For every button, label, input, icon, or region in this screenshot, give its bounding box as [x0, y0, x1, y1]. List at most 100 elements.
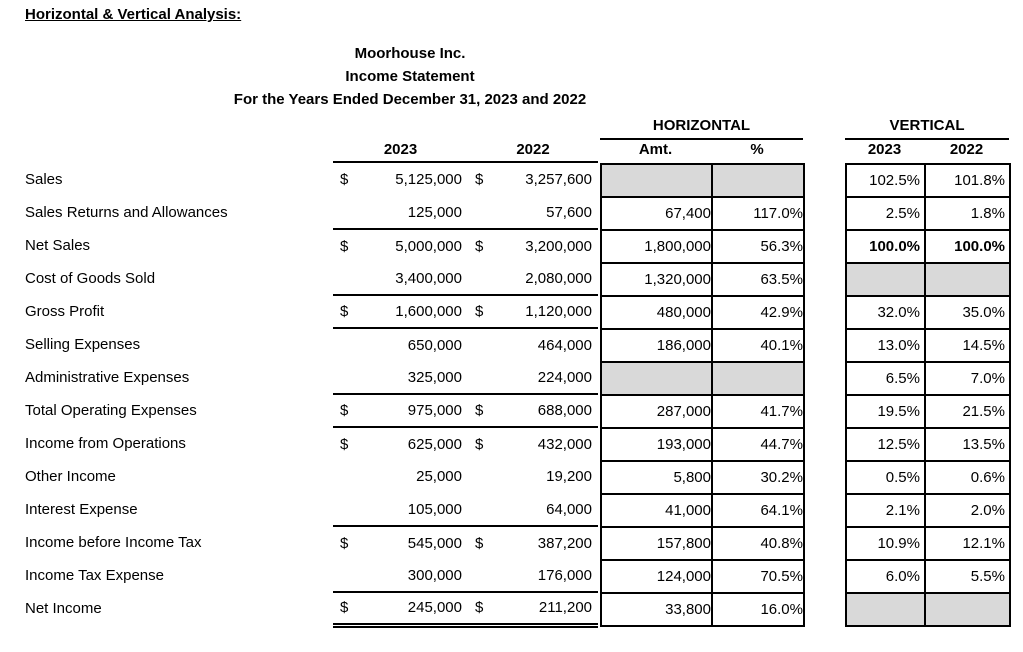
horizontal-section-header: HORIZONTAL — [600, 117, 803, 140]
horizontal-pct-cell-shaded — [711, 361, 805, 396]
column-header-horizontal-pct: % — [750, 141, 764, 158]
statement-row: Net Sales $5,000,000 $3,200,000 — [25, 229, 598, 262]
vertical-2022-cell: 5.5% — [924, 559, 1011, 594]
currency-symbol: $ — [475, 402, 484, 419]
horizontal-amt-cell-shaded — [600, 163, 713, 198]
vertical-analysis-row: 6.5% 7.0% — [845, 361, 1011, 396]
amount-value: 464,000 — [537, 336, 592, 354]
horizontal-amt-cell: 157,800 — [600, 526, 713, 561]
column-header-vertical-2022: 2022 — [949, 141, 984, 158]
row-label: Net Income — [25, 600, 102, 617]
vertical-2022-cell: 14.5% — [924, 328, 1011, 363]
horizontal-analysis-row — [600, 361, 805, 396]
horizontal-analysis-row: 287,000 41.7% — [600, 394, 805, 429]
main-header-underline — [333, 161, 598, 163]
row-label: Total Operating Expenses — [25, 402, 197, 419]
vertical-2023-cell-shaded — [845, 592, 926, 627]
horizontal-amt-cell: 41,000 — [600, 493, 713, 528]
row-label: Interest Expense — [25, 501, 138, 518]
vertical-analysis-row: 19.5% 21.5% — [845, 394, 1011, 429]
vertical-2022-cell: 7.0% — [924, 361, 1011, 396]
row-label: Cost of Goods Sold — [25, 270, 156, 287]
statement-row: Other Income 25,000 19,200 — [25, 460, 598, 493]
horizontal-amt-cell: 33,800 — [600, 592, 713, 627]
statement-row: Selling Expenses 650,000 464,000 — [25, 328, 598, 361]
amount-cell: $5,125,000 — [333, 163, 468, 196]
amount-cell: $975,000 — [333, 394, 468, 428]
horizontal-pct-cell: 44.7% — [711, 427, 805, 462]
horizontal-amt-cell: 124,000 — [600, 559, 713, 594]
row-label: Net Sales — [25, 237, 91, 254]
row-label: Sales — [25, 171, 63, 188]
amount-cell: $211,200 — [468, 592, 598, 628]
vertical-analysis-row: 2.5% 1.8% — [845, 196, 1011, 231]
horizontal-analysis-row: 193,000 44.7% — [600, 427, 805, 462]
vertical-2022-cell: 0.6% — [924, 460, 1011, 495]
horizontal-pct-cell: 40.1% — [711, 328, 805, 363]
vertical-2023-cell: 10.9% — [845, 526, 926, 561]
statement-row: Cost of Goods Sold 3,400,000 2,080,000 — [25, 262, 598, 296]
currency-symbol: $ — [475, 303, 484, 320]
horizontal-analysis-row: 186,000 40.1% — [600, 328, 805, 363]
horizontal-amt-cell: 287,000 — [600, 394, 713, 429]
amount-cell: $387,200 — [468, 526, 598, 559]
amount-cell: 3,400,000 — [333, 262, 468, 296]
vertical-2023-cell: 2.1% — [845, 493, 926, 528]
amount-value: 975,000 — [407, 402, 462, 419]
vertical-2023-cell: 2.5% — [845, 196, 926, 231]
amount-value: 25,000 — [416, 468, 462, 485]
vertical-2023-cell-shaded — [845, 262, 926, 297]
horizontal-analysis-row: 41,000 64.1% — [600, 493, 805, 528]
amount-value: 224,000 — [537, 368, 592, 386]
amount-cell: $1,600,000 — [333, 295, 468, 329]
statement-header: Moorhouse Inc. Income Statement For the … — [105, 42, 715, 111]
column-header-horizontal-amt: Amt. — [638, 141, 673, 158]
vertical-2023-cell: 100.0% — [845, 229, 926, 264]
statement-row: Income Tax Expense 300,000 176,000 — [25, 559, 598, 593]
currency-symbol: $ — [475, 435, 484, 453]
amount-cell: 57,600 — [468, 196, 598, 230]
amount-cell: $545,000 — [333, 526, 468, 559]
currency-symbol: $ — [475, 534, 484, 552]
horizontal-pct-cell: 63.5% — [711, 262, 805, 297]
statement-row: Income from Operations $625,000 $432,000 — [25, 427, 598, 460]
currency-symbol: $ — [475, 237, 484, 255]
horizontal-analysis-row: 67,400 117.0% — [600, 196, 805, 231]
horizontal-pct-cell: 40.8% — [711, 526, 805, 561]
statement-row: Gross Profit $1,600,000 $1,120,000 — [25, 295, 598, 329]
horizontal-pct-cell: 56.3% — [711, 229, 805, 264]
amount-value: 105,000 — [407, 500, 462, 518]
row-label: Selling Expenses — [25, 336, 141, 353]
vertical-2023-cell: 0.5% — [845, 460, 926, 495]
amount-cell: $3,200,000 — [468, 229, 598, 262]
amount-cell: 105,000 — [333, 493, 468, 527]
amount-cell: $625,000 — [333, 427, 468, 460]
amount-value: 211,200 — [538, 599, 592, 617]
vertical-2022-cell: 1.8% — [924, 196, 1011, 231]
amount-value: 3,200,000 — [525, 237, 592, 255]
horizontal-analysis-row: 480,000 42.9% — [600, 295, 805, 330]
amount-value: 176,000 — [537, 566, 592, 584]
amount-cell: 19,200 — [468, 460, 598, 493]
vertical-analysis-row: 2.1% 2.0% — [845, 493, 1011, 528]
horizontal-analysis-row: 157,800 40.8% — [600, 526, 805, 561]
horizontal-pct-cell: 64.1% — [711, 493, 805, 528]
vertical-analysis-row: 32.0% 35.0% — [845, 295, 1011, 330]
row-label: Other Income — [25, 468, 116, 485]
currency-symbol: $ — [340, 237, 349, 255]
amount-cell: $432,000 — [468, 427, 598, 460]
vertical-analysis-row — [845, 262, 1011, 297]
vertical-analysis-row: 0.5% 0.6% — [845, 460, 1011, 495]
vertical-2022-cell-shaded — [924, 262, 1011, 297]
amount-cell: 325,000 — [333, 361, 468, 395]
vertical-analysis-row: 102.5% 101.8% — [845, 163, 1011, 198]
vertical-analysis-row: 6.0% 5.5% — [845, 559, 1011, 594]
currency-symbol: $ — [340, 534, 349, 552]
amount-cell: 125,000 — [333, 196, 468, 230]
statement-row: Income before Income Tax $545,000 $387,200 — [25, 526, 598, 559]
vertical-2023-cell: 6.5% — [845, 361, 926, 396]
company-name: Moorhouse Inc. — [354, 45, 466, 62]
horizontal-analysis-table: 67,400 117.0% 1,800,000 56.3% 1,320,000 63.5%… — [600, 163, 805, 627]
amount-value: 19,200 — [546, 468, 592, 485]
